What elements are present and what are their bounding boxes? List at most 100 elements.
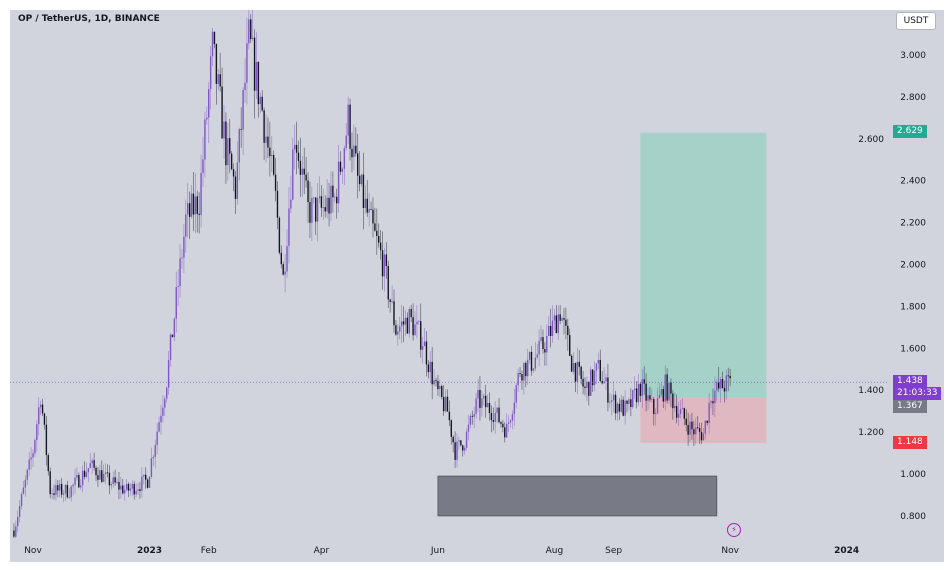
candle-body <box>259 96 261 105</box>
candle-body <box>335 196 338 204</box>
candle-body <box>641 379 643 396</box>
candle-body <box>387 265 389 300</box>
lightning-alert-icon[interactable]: ⚡ <box>727 523 741 537</box>
candle-body <box>272 154 275 175</box>
candle-body <box>62 493 65 495</box>
candle-body <box>120 485 122 490</box>
candle-body <box>60 483 63 495</box>
candle-body <box>169 334 172 361</box>
candle-body <box>452 436 454 443</box>
candle-body <box>20 494 23 507</box>
candle-body <box>282 264 284 275</box>
chart-plot-area[interactable]: 2.600 1.400 1.200 <box>10 10 888 538</box>
candle-body <box>133 483 135 495</box>
candle-body <box>32 453 34 458</box>
candle-body <box>198 213 200 215</box>
candle-body <box>162 407 164 416</box>
candle-body <box>284 271 286 275</box>
candle-body <box>551 320 554 336</box>
candle-body <box>620 399 622 412</box>
candle-body <box>710 401 712 403</box>
candle-body <box>582 378 584 387</box>
candle-body <box>154 445 156 457</box>
candle-body <box>106 472 109 474</box>
y-tick-label: 3.000 <box>900 51 926 61</box>
currency-button[interactable]: USDT <box>896 12 936 30</box>
candle-body <box>683 408 686 419</box>
candle-body <box>383 254 386 277</box>
candle-body <box>536 354 538 358</box>
price-axis[interactable]: 3.000 2.800 2.400 2.200 2.000 1.800 1.600 1.000… <box>888 10 944 538</box>
candle-body <box>175 287 177 319</box>
candle-body <box>425 341 428 365</box>
candle-body <box>465 431 468 448</box>
candle-body <box>246 43 248 83</box>
candle-body <box>238 129 240 163</box>
candle-body <box>423 341 426 347</box>
candle-body <box>89 463 91 469</box>
candle-body <box>208 89 210 118</box>
y-tick-label: 2.400 <box>900 177 926 187</box>
candle-body <box>225 121 227 166</box>
candle-body <box>345 135 347 149</box>
candle-body <box>39 404 42 408</box>
candle-body <box>72 484 74 487</box>
candle-body <box>351 148 353 158</box>
candle-body <box>221 86 223 139</box>
candle-body <box>59 483 61 491</box>
candle-body <box>532 368 535 371</box>
candle-body <box>343 148 346 169</box>
candle-body <box>500 422 502 424</box>
candle-body <box>78 475 80 488</box>
candle-body <box>366 198 368 213</box>
candle-body <box>97 475 99 480</box>
candle-body <box>548 325 550 337</box>
candle-body <box>328 197 330 214</box>
candle-body <box>538 340 540 355</box>
candle-body <box>152 456 155 459</box>
candle-body <box>580 366 582 379</box>
candle-body <box>230 153 233 170</box>
candle-body <box>17 516 19 527</box>
candle-body <box>515 385 517 403</box>
candle-body <box>399 326 401 332</box>
candle-body <box>643 379 645 384</box>
candle-body <box>637 383 640 403</box>
candle-body <box>412 317 414 336</box>
candle-body <box>576 361 579 382</box>
candle-body <box>357 153 359 176</box>
x-tick-label: 2023 <box>137 546 162 556</box>
candle-body <box>475 398 477 415</box>
candle-body <box>431 361 433 385</box>
candle-body <box>595 363 598 371</box>
candle-body <box>286 246 288 272</box>
candle-body <box>190 193 193 217</box>
candle-body <box>374 223 376 231</box>
candle-body <box>397 331 399 335</box>
x-tick-label: Sep <box>605 546 622 556</box>
candle-body <box>332 185 334 198</box>
candle-body <box>66 484 69 498</box>
time-axis[interactable]: Nov 2023 Feb Apr Jun Aug Sep Nov 2024 <box>10 538 944 562</box>
candle-body <box>578 361 580 367</box>
candle-body <box>456 441 458 460</box>
candle-body <box>265 136 267 143</box>
candle-body <box>330 185 332 214</box>
candle-body <box>496 407 498 413</box>
candle-body <box>83 470 86 477</box>
candle-body <box>435 380 437 382</box>
candle-body <box>695 427 697 435</box>
candle-body <box>651 399 653 400</box>
candle-body <box>437 381 439 390</box>
candle-body <box>355 145 357 154</box>
candle-body <box>414 324 416 336</box>
candle-body <box>81 470 84 486</box>
candle-body <box>116 481 118 483</box>
candle-body <box>13 530 15 537</box>
candle-body <box>523 362 525 381</box>
candle-body <box>614 394 617 414</box>
candle-body <box>150 458 153 477</box>
candle-body <box>47 455 49 472</box>
candle-body <box>593 370 596 386</box>
candle-body <box>51 493 53 495</box>
